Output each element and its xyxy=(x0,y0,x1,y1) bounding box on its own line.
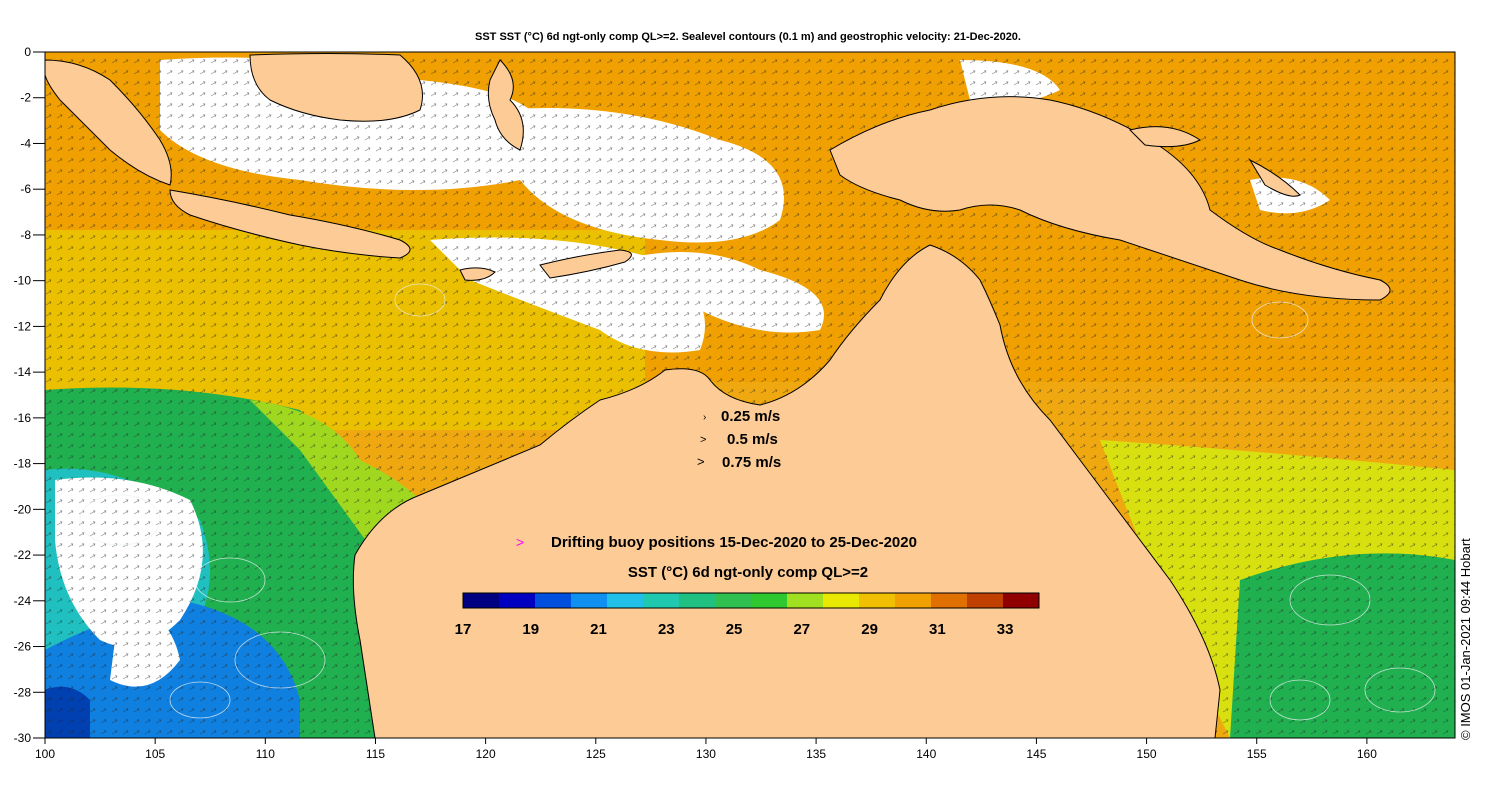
buoy-legend: > Drifting buoy positions 15-Dec-2020 to… xyxy=(516,534,917,551)
colorbar-swatch xyxy=(1003,593,1040,608)
colorbar-ticks: 17 19 21 23 25 27 29 31 33 xyxy=(455,621,1014,638)
land-sulawesi xyxy=(487,59,524,151)
x-tick-label: 145 xyxy=(1026,747,1046,761)
colorbar-swatch xyxy=(499,593,536,608)
land-australia xyxy=(352,244,1221,738)
y-tick-label: -30 xyxy=(14,731,32,745)
sealevel-contours xyxy=(79,283,1436,721)
colorbar-swatch xyxy=(931,593,968,608)
colorbar-swatch xyxy=(823,593,860,608)
colorbar-swatch xyxy=(715,593,752,608)
y-tick-label: -4 xyxy=(20,136,31,150)
colorbar-swatch xyxy=(859,593,896,608)
y-tick-label: -24 xyxy=(14,594,32,608)
velocity-legend: › 0.25 m/s > 0.5 m/s > 0.75 m/s xyxy=(697,408,781,471)
land-new-guinea xyxy=(829,96,1391,301)
velocity-legend-label-3: 0.75 m/s xyxy=(722,454,781,471)
x-tick-label: 100 xyxy=(35,747,55,761)
x-tick-label: 150 xyxy=(1137,747,1157,761)
credit-text: © IMOS 01-Jan-2021 09:44 Hobart xyxy=(1458,538,1473,740)
buoy-legend-label: Drifting buoy positions 15-Dec-2020 to 2… xyxy=(551,534,917,551)
x-tick-label: 115 xyxy=(366,747,385,761)
velocity-legend-label-1: 0.25 m/s xyxy=(721,408,780,425)
y-tick-label: -14 xyxy=(14,365,32,379)
x-tick-label: 140 xyxy=(916,747,936,761)
velocity-arrow-large: > xyxy=(697,454,705,469)
colorbar-swatch xyxy=(751,593,788,608)
y-tick-label: -28 xyxy=(14,685,32,699)
y-tick-label: -6 xyxy=(20,182,31,196)
map-frame xyxy=(44,51,1456,739)
y-tick-label: -20 xyxy=(14,502,32,516)
land-borneo xyxy=(249,53,423,122)
y-tick-label: -8 xyxy=(20,228,31,242)
x-tick-label: 125 xyxy=(586,747,606,761)
colorbar-frame xyxy=(462,592,1040,609)
colorbar-tick-label: 31 xyxy=(929,621,946,638)
colorbar-swatch xyxy=(967,593,1004,608)
map-panel xyxy=(45,52,1455,738)
y-tick-label: -26 xyxy=(14,640,32,654)
colorbar-title: SST (°C) 6d ngt-only comp QL>=2 xyxy=(628,564,868,581)
land-solomons xyxy=(1248,158,1301,197)
colorbar-tick-label: 21 xyxy=(590,621,607,638)
colorbar-swatches xyxy=(463,593,1040,608)
colorbar-tick-label: 17 xyxy=(455,621,472,638)
y-tick-label: -18 xyxy=(14,457,32,471)
colorbar-swatch xyxy=(607,593,644,608)
colorbar-tick-label: 27 xyxy=(793,621,810,638)
velocity-arrow-medium: > xyxy=(700,434,706,446)
y-tick-label: -2 xyxy=(20,91,31,105)
y-tick-label: -10 xyxy=(14,274,32,288)
colorbar-swatch xyxy=(679,593,716,608)
colorbar-tick-label: 19 xyxy=(522,621,539,638)
colorbar-swatch xyxy=(463,593,500,608)
colorbar-swatch xyxy=(895,593,932,608)
x-tick-label: 155 xyxy=(1247,747,1267,761)
x-tick-label: 130 xyxy=(696,747,716,761)
colorbar-tick-label: 29 xyxy=(861,621,878,638)
land xyxy=(45,53,1391,738)
land-java xyxy=(169,189,411,259)
colorbar-swatch xyxy=(535,593,572,608)
velocity-legend-label-2: 0.5 m/s xyxy=(727,431,778,448)
land-sumatra xyxy=(45,59,172,186)
colorbar-swatch xyxy=(787,593,824,608)
colorbar-swatch xyxy=(571,593,608,608)
colorbar-tick-label: 33 xyxy=(997,621,1014,638)
x-tick-label: 105 xyxy=(145,747,165,761)
x-tick-label: 110 xyxy=(256,747,275,761)
colorbar-tick-label: 23 xyxy=(658,621,675,638)
x-axis: 100 105 110 115 120 125 130 135 140 145 150 155 160 xyxy=(35,738,1377,761)
land-timor xyxy=(539,249,632,279)
x-tick-label: 160 xyxy=(1357,747,1377,761)
colorbar: SST (°C) 6d ngt-only comp QL>=2 17 19 21 23… xyxy=(455,564,1040,638)
buoy-marker-symbol: > xyxy=(516,534,524,550)
y-tick-label: -12 xyxy=(14,319,32,333)
x-tick-label: 135 xyxy=(806,747,826,761)
y-tick-label: -16 xyxy=(14,411,32,425)
x-tick-label: 120 xyxy=(476,747,496,761)
y-tick-label: 0 xyxy=(24,45,31,59)
y-axis: 0 -2 -4 -6 -8 -10 -12 -14 -16 -18 -20 -22 -24 -26 -28 -… xyxy=(14,45,45,745)
colorbar-tick-label: 25 xyxy=(726,621,743,638)
y-tick-label: -22 xyxy=(14,548,32,562)
land-bismarck xyxy=(1129,126,1201,148)
map-title: SST SST (°C) 6d ngt-only comp QL>=2. Sea… xyxy=(475,31,1021,43)
velocity-arrow-small: › xyxy=(703,412,706,423)
colorbar-swatch xyxy=(643,593,680,608)
land-sumba xyxy=(459,267,496,281)
